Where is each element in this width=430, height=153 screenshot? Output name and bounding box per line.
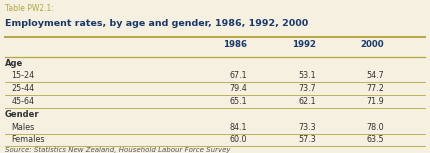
Text: Employment rates, by age and gender, 1986, 1992, 2000: Employment rates, by age and gender, 198… [5,19,308,28]
Text: 60.0: 60.0 [230,135,247,144]
Text: 78.0: 78.0 [367,123,384,132]
Text: 1992: 1992 [292,40,316,49]
Text: 53.1: 53.1 [298,71,316,80]
Text: 45-64: 45-64 [12,97,34,106]
Text: Gender: Gender [5,110,40,119]
Text: 79.4: 79.4 [229,84,247,93]
Text: 73.7: 73.7 [298,84,316,93]
Text: 65.1: 65.1 [230,97,247,106]
Text: 57.3: 57.3 [298,135,316,144]
Text: 2000: 2000 [361,40,384,49]
Text: Age: Age [5,59,23,68]
Text: 15-24: 15-24 [12,71,34,80]
Text: Source: Statistics New Zealand, Household Labour Force Survey: Source: Statistics New Zealand, Househol… [5,147,230,153]
Text: Males: Males [12,123,35,132]
Text: Table PW2.1:: Table PW2.1: [5,4,54,13]
Text: 84.1: 84.1 [230,123,247,132]
Text: Females: Females [12,135,45,144]
Text: 63.5: 63.5 [367,135,384,144]
Text: 54.7: 54.7 [366,71,384,80]
Text: 67.1: 67.1 [230,71,247,80]
Text: 62.1: 62.1 [298,97,316,106]
Text: 77.2: 77.2 [366,84,384,93]
Text: 71.9: 71.9 [366,97,384,106]
Text: 25-44: 25-44 [12,84,34,93]
Text: 1986: 1986 [223,40,247,49]
Text: 73.3: 73.3 [298,123,316,132]
